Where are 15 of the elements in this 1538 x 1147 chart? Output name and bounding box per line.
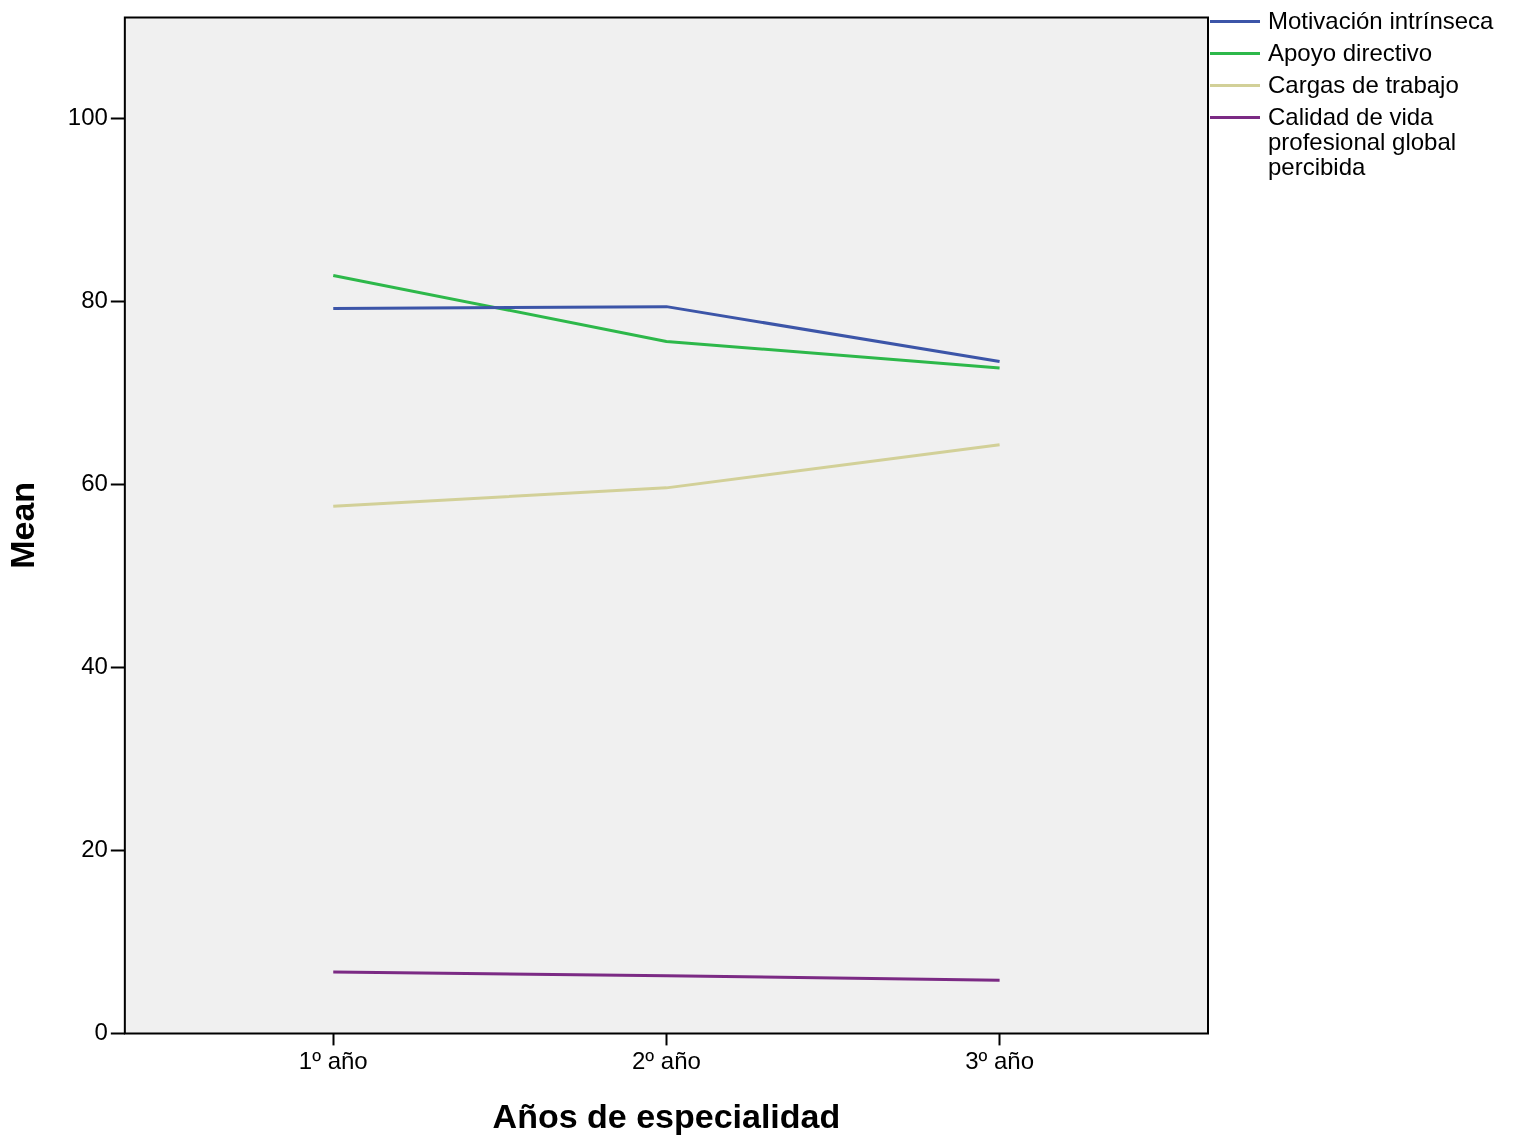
- x-axis-title: Años de especialidad: [492, 1096, 841, 1135]
- y-axis-title: Mean: [2, 481, 41, 569]
- y-tick-label: 60: [81, 468, 108, 496]
- y-tick-label: 80: [81, 285, 108, 313]
- legend-label: Motivación intrínseca: [1268, 7, 1494, 34]
- x-tick-label: 1º año: [298, 1047, 368, 1075]
- y-tick-label: 0: [94, 1018, 108, 1046]
- y-tick-label: 100: [67, 102, 108, 130]
- legend-label: Calidad de vida profesional global percibida: [1268, 103, 1458, 180]
- y-tick-label: 20: [81, 834, 108, 862]
- x-tick-label: 3º año: [965, 1047, 1035, 1075]
- x-tick-label: 2º año: [632, 1047, 701, 1075]
- y-tick-label: 40: [81, 651, 108, 679]
- legend-label: Apoyo directivo: [1268, 39, 1433, 66]
- legend-label: Cargas de trabajo: [1268, 71, 1459, 98]
